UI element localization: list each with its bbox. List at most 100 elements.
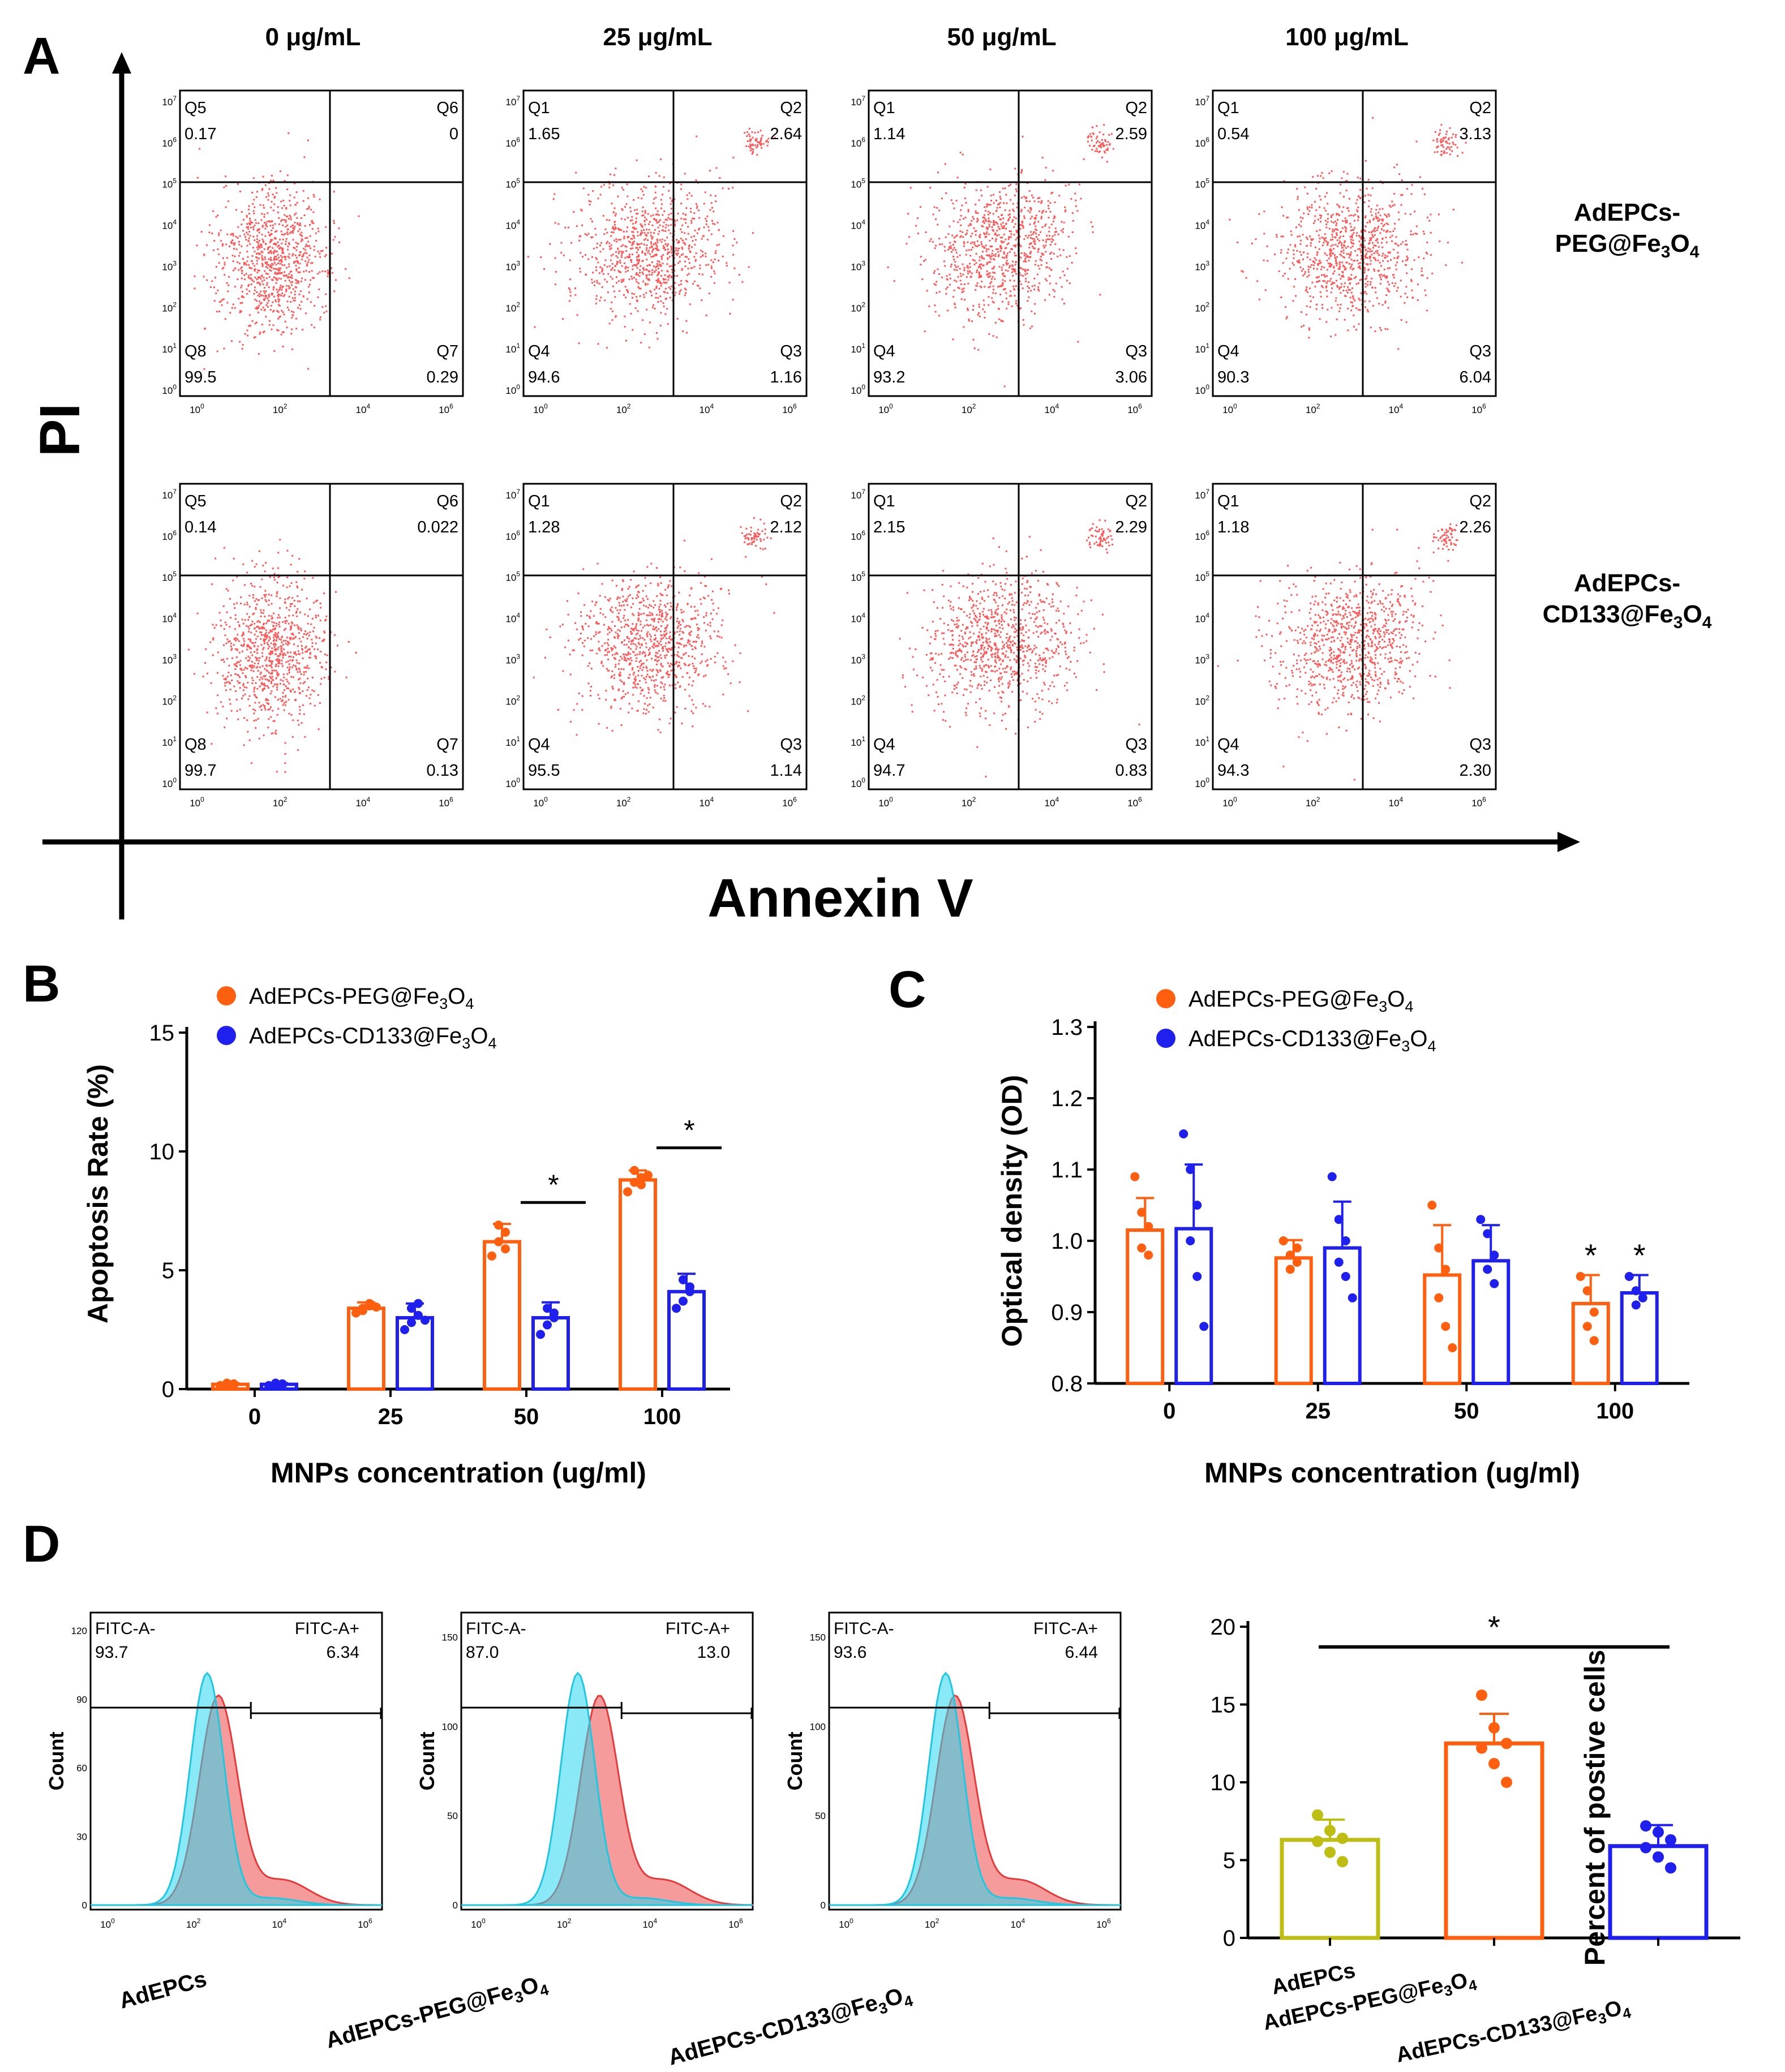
hist-y-label: Count (415, 1732, 439, 1791)
flow-y-tick: 101 (505, 342, 520, 355)
flow-y-tick-base: 10 (505, 221, 516, 231)
flow-plot-1-1: Q11.28Q22.12Q495.5Q31.141001011021031041… (505, 483, 808, 809)
flow-x-tick-exp: 4 (710, 796, 714, 803)
flow-y-tick-base: 10 (851, 696, 861, 707)
hist-y-tick: 90 (76, 1694, 87, 1705)
data-point (1589, 1336, 1599, 1345)
hist-x-tick-exp: 0 (849, 1917, 853, 1925)
legend-c-label-1: AdEPCs-CD133@Fe3O4 (1188, 1026, 1436, 1055)
panel-a-x-label: Annexin V (707, 868, 973, 928)
flow-plot-event-cloud (533, 517, 775, 736)
data-point (672, 1304, 681, 1313)
flow-y-tick-exp: 6 (861, 529, 865, 537)
bar-1-1 (1323, 1246, 1362, 1386)
flow-x-tick-exp: 2 (1316, 402, 1320, 410)
flow-y-tick: 104 (162, 218, 177, 231)
row-label-0-line1: AdEPCs- (1574, 199, 1680, 226)
flow-y-tick-base: 10 (1195, 303, 1205, 313)
flow-y-tick: 103 (162, 652, 177, 665)
chart-d-y-label: Percent of postive cells (1579, 1650, 1611, 1966)
quadrant-name-ul: Q1 (1217, 492, 1239, 510)
quadrant-percent-ul: 0.14 (184, 518, 216, 536)
histogram-sample-label-sub2: 4 (538, 1981, 550, 2000)
flow-x-tick-base: 10 (1306, 405, 1316, 415)
x-tick-label: 25 (1306, 1399, 1331, 1424)
histogram-control (91, 1671, 382, 1906)
flow-y-tick-base: 10 (162, 490, 173, 501)
hist-x-tick-exp: 0 (111, 1917, 115, 1925)
hist-y-tick: 0 (821, 1900, 826, 1911)
flow-y-tick-base: 10 (162, 531, 173, 542)
flow-y-tick: 102 (162, 300, 177, 313)
chart-c-plot: 0.8 0.9 1.0 1.1 1.2 1.3 0 25 50 100 * * (1051, 1015, 1689, 1424)
data-point (1441, 1322, 1451, 1331)
data-point (1179, 1129, 1188, 1138)
flow-plot-events (1217, 523, 1463, 781)
flow-y-tick-exp: 0 (861, 383, 865, 391)
bar-0-1 (1274, 1256, 1313, 1385)
flow-y-tick: 105 (505, 177, 520, 190)
flow-y-tick: 106 (851, 529, 865, 542)
chart-c-x-label: MNPs concentration (ug/ml) (1204, 1457, 1580, 1489)
gate-pos-name: FITC-A+ (295, 1619, 359, 1638)
hist-x-tick-exp: 2 (936, 1917, 939, 1925)
flow-x-tick-exp: 6 (1138, 402, 1142, 410)
panel-a-x-arrowhead (1557, 832, 1580, 852)
flow-x-tick-exp: 4 (366, 402, 370, 410)
hist-x-tick: 106 (1096, 1917, 1111, 1930)
flow-y-tick: 106 (1195, 136, 1209, 149)
data-point (630, 1166, 639, 1175)
legend-c-dot-1 (1156, 1029, 1175, 1048)
col-title-1: 25 μg/mL (603, 23, 712, 51)
data-point (1476, 1690, 1487, 1701)
flow-y-tick-exp: 6 (516, 136, 520, 144)
flow-plot-events (527, 127, 776, 349)
data-point (1665, 1834, 1676, 1846)
quadrant-name-ur: Q2 (1469, 99, 1491, 117)
flow-y-tick-exp: 7 (173, 488, 177, 496)
quadrant-name-lr: Q3 (1125, 342, 1147, 360)
quadrant-percent-ur: 0 (449, 125, 458, 143)
quadrant-name-lr: Q3 (1469, 736, 1491, 754)
flow-y-tick-base: 10 (162, 303, 173, 313)
flow-y-tick-exp: 6 (1205, 136, 1209, 144)
quadrant-name-ul: Q1 (528, 99, 550, 117)
flow-x-tick-exp: 0 (544, 402, 548, 410)
hist-y-label: Count (45, 1732, 68, 1791)
flow-y-tick-exp: 7 (516, 488, 520, 496)
flow-x-tick-exp: 0 (200, 402, 204, 410)
legend-b-dot-0 (217, 986, 236, 1005)
hist-y-tick: 0 (453, 1900, 458, 1911)
flow-x-tick-exp: 2 (627, 402, 631, 410)
quadrant-name-ul: Q1 (873, 99, 895, 117)
quadrant-name-ur: Q2 (780, 492, 802, 510)
hist-y-tick: 100 (442, 1721, 458, 1732)
flow-x-tick-base: 10 (439, 798, 449, 809)
flow-y-tick-base: 10 (505, 344, 516, 355)
flow-y-tick-exp: 1 (861, 735, 865, 743)
hist-x-tick-base: 10 (1096, 1919, 1107, 1930)
hist-x-tick-base: 10 (100, 1919, 111, 1930)
flow-y-tick-exp: 0 (173, 776, 177, 784)
quadrant-name-lr: Q7 (436, 342, 458, 360)
data-point (1434, 1293, 1444, 1302)
flow-y-tick-exp: 3 (861, 259, 865, 267)
hist-x-tick-exp: 2 (197, 1917, 201, 1925)
panel-d-histograms: FITC-A-93.7FITC-A+6.340306090120Count100… (45, 1611, 1122, 2070)
flow-x-tick: 100 (190, 796, 204, 809)
flow-y-tick-exp: 1 (861, 342, 865, 350)
hist-y-tick: 50 (815, 1811, 826, 1821)
gate-pos-name: FITC-A+ (666, 1619, 730, 1638)
y-tick-label: 1.0 (1051, 1229, 1083, 1254)
flow-plots: Q50.17Q60Q899.5Q70.291001011021031041051… (162, 89, 1497, 809)
hist-y-tick: 30 (76, 1832, 87, 1842)
flow-y-tick: 102 (1195, 694, 1209, 707)
quadrant-percent-ur: 2.29 (1115, 518, 1147, 536)
data-point (358, 1306, 367, 1316)
flow-y-tick-base: 10 (851, 737, 861, 748)
flow-x-tick-base: 10 (962, 798, 972, 809)
significance-star: * (1585, 1237, 1597, 1273)
flow-x-tick-base: 10 (1127, 405, 1138, 415)
panel-d: FITC-A-93.7FITC-A+6.340306090120Count100… (45, 1609, 1740, 2070)
flow-y-tick: 104 (851, 218, 865, 231)
